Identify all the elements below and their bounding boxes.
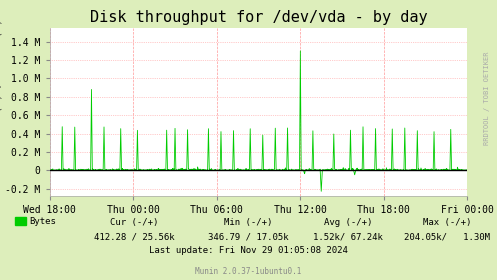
Text: 204.05k/   1.30M: 204.05k/ 1.30M [404,232,491,241]
Text: Munin 2.0.37-1ubuntu0.1: Munin 2.0.37-1ubuntu0.1 [195,267,302,276]
Text: 412.28 / 25.56k: 412.28 / 25.56k [94,232,174,241]
Y-axis label: Pr second read (-) / write (+): Pr second read (-) / write (+) [0,18,2,206]
Text: Avg (-/+): Avg (-/+) [324,218,372,227]
Text: 1.52k/ 67.24k: 1.52k/ 67.24k [313,232,383,241]
Text: Bytes: Bytes [29,217,56,226]
Text: Last update: Fri Nov 29 01:05:08 2024: Last update: Fri Nov 29 01:05:08 2024 [149,246,348,255]
Text: Max (-/+): Max (-/+) [423,218,472,227]
Text: 346.79 / 17.05k: 346.79 / 17.05k [208,232,289,241]
Title: Disk throughput for /dev/vda - by day: Disk throughput for /dev/vda - by day [89,10,427,25]
Text: RRDTOOL / TOBI OETIKER: RRDTOOL / TOBI OETIKER [484,51,490,145]
Text: Cur (-/+): Cur (-/+) [110,218,159,227]
Text: Min (-/+): Min (-/+) [224,218,273,227]
